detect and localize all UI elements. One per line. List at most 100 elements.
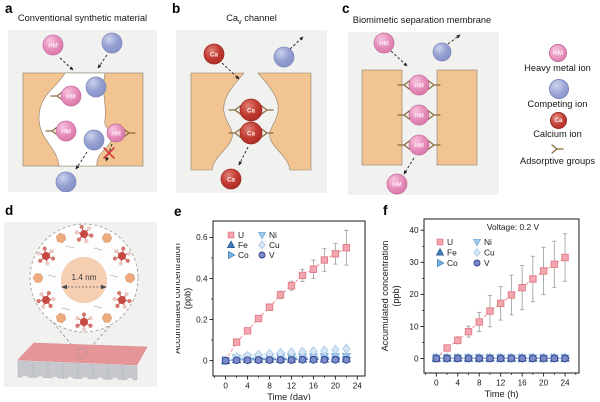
x-tick-label: 12 bbox=[496, 379, 506, 388]
x-tick-label: 4 bbox=[245, 382, 250, 391]
data-point-U bbox=[254, 314, 263, 323]
panel-c-label: c bbox=[342, 1, 350, 16]
data-point-U bbox=[518, 283, 526, 292]
pore-diameter-arrow bbox=[61, 284, 107, 290]
y-tick-label: 30 bbox=[409, 258, 419, 267]
legend-label-Co: Co bbox=[238, 250, 249, 260]
ion-path-arrows bbox=[221, 36, 304, 166]
hm-ion-label: HM bbox=[414, 82, 424, 89]
data-point-V bbox=[320, 355, 329, 364]
data-point-U bbox=[342, 244, 351, 252]
y-tick-label: 20 bbox=[409, 290, 419, 299]
y-axis-label: Accumulated concentration bbox=[176, 243, 182, 354]
x-tick-label: 0 bbox=[434, 379, 439, 388]
y-tick-label: 0.2 bbox=[196, 315, 208, 324]
hm-ion-label: HM bbox=[379, 40, 389, 47]
plot-frame bbox=[212, 220, 366, 377]
data-point-V bbox=[550, 354, 559, 363]
legend-label-V: V bbox=[269, 250, 275, 260]
data-point-V bbox=[475, 354, 484, 363]
hm-ion-label: HM bbox=[414, 142, 424, 149]
legend-label-U: U bbox=[238, 230, 244, 240]
membrane-sheet-top bbox=[17, 342, 148, 366]
legend-label-Co: Co bbox=[447, 258, 458, 268]
data-point-Cu bbox=[309, 346, 318, 357]
ca-ion-label: Ca bbox=[210, 51, 218, 58]
x-tick-label: 8 bbox=[477, 379, 482, 388]
heavy-metal-ions: HM HM HM HM bbox=[42, 34, 126, 143]
data-point-V bbox=[287, 356, 296, 364]
data-point-U bbox=[550, 260, 559, 268]
panel-a-title: Conventional synthetic material bbox=[17, 13, 148, 23]
legend-marker-Ni bbox=[472, 239, 482, 247]
calcium-ion-label: Calcium ion bbox=[533, 129, 582, 139]
data-point-V bbox=[443, 354, 451, 363]
legend-marker-V bbox=[258, 251, 266, 259]
legend-marker-Fe bbox=[226, 240, 236, 248]
heavy-metal-ions: HM HM HM HM HM bbox=[373, 32, 430, 195]
legend-marker-Cu bbox=[258, 240, 266, 250]
series-trendline-Fe bbox=[225, 358, 347, 362]
data-point-U bbox=[486, 307, 494, 315]
panel-d-diagram: 1.4 nm bbox=[4, 222, 157, 387]
panel-c-title: Biomimetic separation membrane bbox=[352, 15, 492, 25]
legend-marker-Co bbox=[437, 258, 445, 268]
data-point-V bbox=[276, 356, 285, 364]
data-point-Cu bbox=[331, 344, 340, 355]
ca-badge-text: Ca bbox=[554, 117, 563, 124]
data-point-Cu bbox=[342, 343, 351, 354]
data-point-U bbox=[243, 327, 252, 335]
channel-wall-right bbox=[257, 72, 312, 171]
legend-marker-Co bbox=[228, 250, 236, 260]
x-tick-label: 24 bbox=[561, 379, 571, 388]
data-point-V bbox=[342, 355, 351, 364]
competing-ions bbox=[55, 32, 123, 192]
hm-ion-label: HM bbox=[392, 181, 402, 188]
calcium-ions: Ca Ca Ca Ca bbox=[203, 43, 263, 190]
panel-e-label: e bbox=[174, 204, 182, 219]
competing-ion-label: Competing ion bbox=[527, 99, 588, 109]
legend-label-Cu: Cu bbox=[484, 247, 495, 257]
data-point-U bbox=[454, 336, 462, 344]
legend-label-Fe: Fe bbox=[447, 247, 457, 257]
data-point-V bbox=[464, 354, 473, 363]
data-point-U bbox=[309, 265, 318, 273]
heavy-metal-ion-label: Heavy metal ion bbox=[524, 63, 591, 73]
x-tick-label: 20 bbox=[331, 382, 341, 391]
legend-label-Cu: Cu bbox=[269, 240, 280, 250]
membrane-slab-left bbox=[361, 69, 403, 166]
panel-f-label: f bbox=[383, 203, 388, 218]
data-point-U bbox=[276, 291, 285, 299]
data-point-V bbox=[561, 354, 569, 363]
panel-b-label: b bbox=[172, 1, 181, 16]
data-point-U bbox=[539, 267, 548, 275]
ca-ion-label: Ca bbox=[247, 130, 255, 137]
data-point-V bbox=[432, 354, 441, 363]
ca-ion-label: Ca bbox=[227, 176, 235, 183]
magnified-pore-dot bbox=[76, 347, 88, 359]
hm-ion-label: HM bbox=[61, 128, 71, 135]
legend-marker-Cu bbox=[473, 247, 481, 258]
data-point-U bbox=[232, 338, 241, 346]
channel-wall-left bbox=[190, 72, 245, 171]
legend-label-U: U bbox=[447, 237, 453, 247]
hm-badge-text: HM bbox=[552, 49, 564, 57]
panel-b-title-prefix: Ca bbox=[226, 13, 239, 23]
y-axis-label: (ppb) bbox=[391, 285, 401, 306]
adsorptive-groups-label: Adsorptive groups bbox=[520, 156, 595, 166]
heavy-metal-ion-icon: HM bbox=[549, 44, 567, 62]
plot-frame bbox=[423, 218, 580, 374]
data-point-V bbox=[331, 355, 340, 364]
x-axis-label: Time (h) bbox=[485, 389, 519, 399]
ion-path-arrows bbox=[59, 54, 113, 170]
pore-size-label: 1.4 nm bbox=[71, 273, 96, 282]
adsorptive-groups-icon bbox=[551, 144, 564, 154]
data-point-U bbox=[475, 318, 483, 326]
legend-marker-Ni bbox=[257, 232, 267, 240]
y-tick-label: 0.6 bbox=[196, 233, 208, 242]
competing-ion bbox=[273, 46, 295, 68]
